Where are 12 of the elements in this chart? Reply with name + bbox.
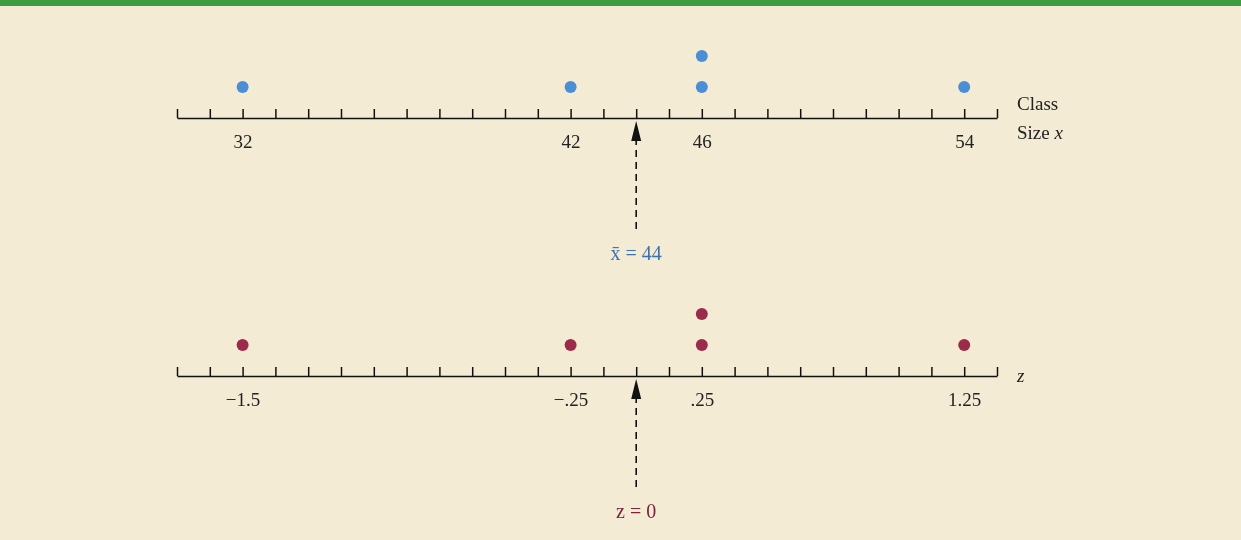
x-tick-label: 42 xyxy=(561,130,581,152)
x-tick-label: 1.25 xyxy=(948,388,982,410)
x-tick-label: 54 xyxy=(955,130,975,152)
x-axis-title: Class Size x xyxy=(1017,93,1064,143)
x-tick-label: −1.5 xyxy=(225,388,261,410)
x-tick-label: .25 xyxy=(690,388,715,410)
x-tick-label: 32 xyxy=(233,130,253,152)
ref-line-label: z = 0 xyxy=(616,500,657,522)
ref-line-label: x̄ = 44 xyxy=(610,242,662,264)
x-tick-label: 46 xyxy=(692,130,712,152)
x-tick-label: −.25 xyxy=(553,388,589,410)
x-axis-title: z xyxy=(1016,365,1025,386)
